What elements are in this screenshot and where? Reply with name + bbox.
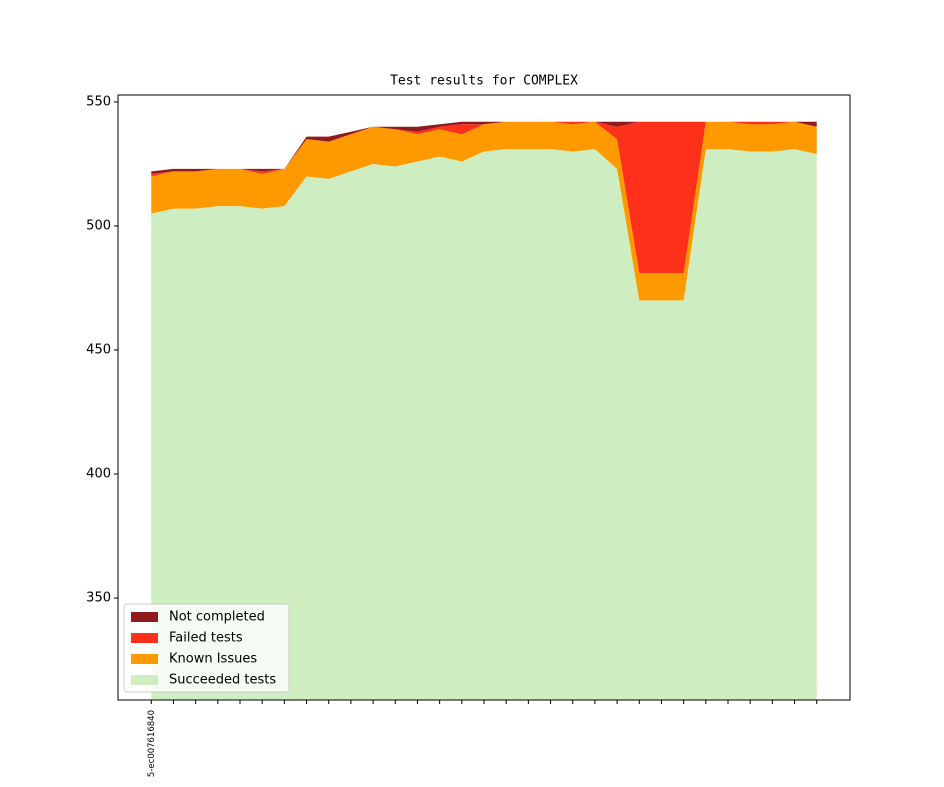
y-tick-label: 550: [86, 94, 111, 109]
y-tick-label: 400: [86, 467, 111, 482]
x-tick-label: 5-ec007616840: [147, 710, 157, 777]
legend-label: Not completed: [169, 610, 265, 625]
legend-swatch: [131, 612, 158, 622]
legend-swatch: [131, 654, 158, 664]
legend-label: Failed tests: [169, 631, 243, 646]
legend-swatch: [131, 675, 158, 685]
legend-swatch: [131, 633, 158, 643]
area-band: [151, 121, 817, 301]
y-tick-label: 450: [86, 342, 111, 357]
legend-label: Known Issues: [169, 652, 257, 667]
legend-box: [123, 603, 290, 693]
y-tick-label: 500: [86, 218, 111, 233]
chart-title: Test results for COMPLEX: [390, 74, 578, 89]
legend-label: Succeeded tests: [169, 673, 276, 688]
y-tick-label: 350: [86, 591, 111, 606]
area-band: [151, 121, 817, 274]
legend: Not completed Failed tests Known Issues Suc…: [123, 603, 290, 693]
area-band: [151, 149, 817, 700]
